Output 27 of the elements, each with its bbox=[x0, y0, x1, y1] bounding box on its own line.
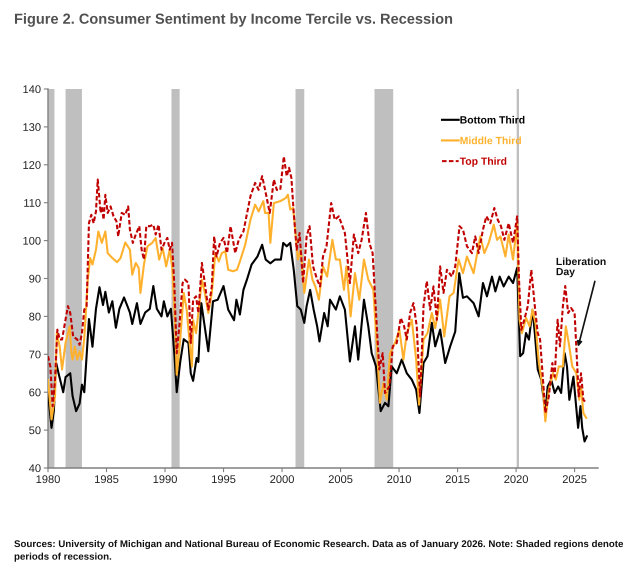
y-tick-label: 120 bbox=[23, 161, 41, 169]
x-tick-label: 2010 bbox=[387, 475, 411, 484]
y-tick-label: 130 bbox=[23, 123, 41, 132]
y-tick-label: 50 bbox=[29, 426, 41, 434]
x-tick-label: 1985 bbox=[95, 475, 118, 484]
y-tick-label: 110 bbox=[24, 198, 41, 207]
y-tick-label: 100 bbox=[23, 236, 41, 245]
legend-label: Middle Third bbox=[460, 136, 521, 144]
x-tick-label: 2005 bbox=[328, 475, 352, 484]
y-tick-label: 90 bbox=[29, 274, 41, 283]
legend-label: Top Third bbox=[460, 157, 506, 167]
x-tick-label: 2015 bbox=[446, 475, 470, 484]
x-tick-label: 2025 bbox=[562, 475, 586, 484]
y-tick-label: 80 bbox=[29, 312, 41, 321]
chart-title: Figure 2. Consumer Sentiment by Income Tercile vs. Recession bbox=[14, 13, 452, 27]
y-tick-label: 40 bbox=[28, 464, 41, 472]
legend-label: Bottom Third bbox=[460, 116, 524, 124]
annotation: Liberation Day bbox=[556, 257, 606, 278]
x-tick-label: 1980 bbox=[36, 475, 60, 484]
x-tick-label: 2000 bbox=[270, 475, 294, 484]
x-tick-label: 2020 bbox=[504, 475, 528, 484]
y-tick-label: 60 bbox=[29, 388, 41, 396]
y-tick-label: 140 bbox=[23, 85, 41, 94]
x-tick-label: 1990 bbox=[154, 475, 177, 484]
y-tick-label: 70 bbox=[29, 350, 41, 358]
source-note: Sources: University of Michigan and National Bureau of Economic Research. Data as of January 2026. Note: Shaded regions denote periods of recession. bbox=[14, 540, 624, 562]
x-tick-label: 1995 bbox=[212, 475, 236, 484]
